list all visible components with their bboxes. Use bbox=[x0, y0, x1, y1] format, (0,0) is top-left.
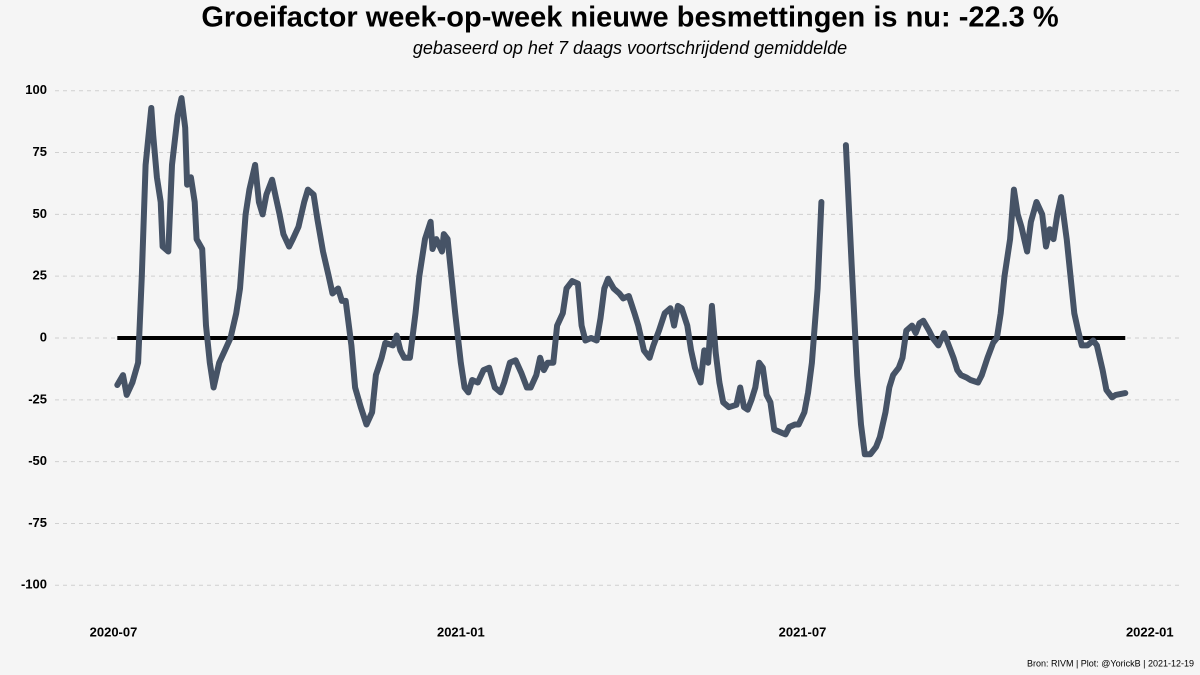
data-line bbox=[114, 95, 1129, 458]
y-tick-label: 25 bbox=[33, 268, 47, 283]
y-tick-label: -25 bbox=[28, 391, 47, 406]
x-tick-label: 2022-01 bbox=[1126, 624, 1174, 639]
x-tick-label: 2021-07 bbox=[779, 624, 827, 639]
chart-title: Groeifactor week-op-week nieuwe besmetti… bbox=[201, 2, 1059, 34]
y-tick-label: -50 bbox=[28, 453, 47, 468]
x-tick-label: 2021-01 bbox=[437, 624, 485, 639]
chart-subtitle: gebaseerd op het 7 daags voortschrijdend… bbox=[413, 38, 847, 58]
y-tick-label: 0 bbox=[40, 329, 47, 344]
x-tick-label: 2020-07 bbox=[90, 624, 138, 639]
y-tick-label: 75 bbox=[33, 144, 47, 159]
footer: Bron: RIVM | Plot: @YorickB | 2021-12-19 bbox=[1027, 658, 1194, 668]
y-tick-label: -75 bbox=[28, 515, 47, 530]
y-tick-label: -100 bbox=[21, 577, 47, 592]
y-tick-label: 50 bbox=[33, 206, 47, 221]
y-tick-label: 100 bbox=[25, 82, 47, 97]
